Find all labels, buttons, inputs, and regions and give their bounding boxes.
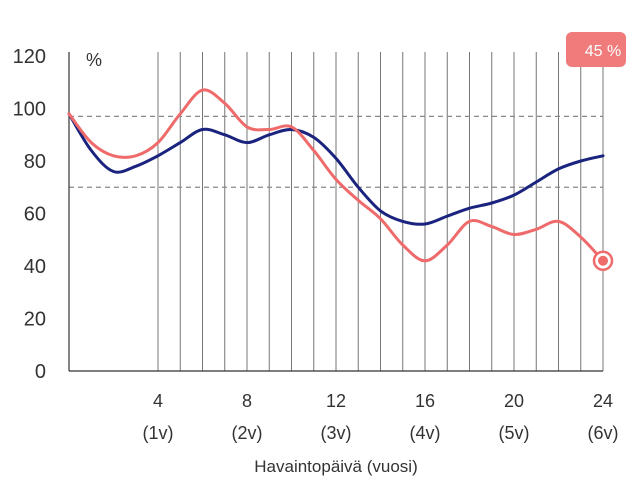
badge-label: 45 % xyxy=(585,43,621,60)
y-tick-label: 120 xyxy=(13,46,46,68)
y-tick-label: 100 xyxy=(13,99,46,121)
value-badge: 45 % xyxy=(566,32,626,67)
end-marker-dot xyxy=(598,255,608,266)
x-tick-label: 16 xyxy=(415,391,435,411)
axes xyxy=(68,52,603,372)
x-tick-sublabel: (5v) xyxy=(499,423,530,443)
reference-lines xyxy=(69,115,603,188)
end-markers xyxy=(592,250,614,271)
series-line-2 xyxy=(67,88,605,263)
x-tick-sublabel: (3v) xyxy=(321,423,352,443)
y-tick-label: 60 xyxy=(24,204,46,226)
x-tick-label: 12 xyxy=(326,391,346,411)
grid xyxy=(157,52,604,371)
x-tick-label: 8 xyxy=(242,391,252,411)
y-tick-label: 20 xyxy=(24,309,46,331)
series xyxy=(67,88,605,263)
y-axis-unit-label: % xyxy=(86,50,102,70)
y-tick-label: 40 xyxy=(24,256,46,278)
y-tick-label: 80 xyxy=(24,151,46,173)
x-tick-sublabel: (2v) xyxy=(232,423,263,443)
x-tick-label: 20 xyxy=(504,391,524,411)
x-tick-sublabel: (4v) xyxy=(410,423,441,443)
x-tick-sublabel: (1v) xyxy=(143,423,174,443)
x-axis-title: Havaintopäivä (vuosi) xyxy=(254,457,417,476)
x-tick-sublabel: (6v) xyxy=(588,423,619,443)
x-tick-label: 24 xyxy=(593,391,613,411)
series-line-1 xyxy=(67,112,605,226)
x-tick-label: 4 xyxy=(153,391,163,411)
badge-background xyxy=(566,32,626,67)
y-tick-label: 0 xyxy=(35,361,46,383)
labels: % Havaintopäivä (vuosi) 0 20 40 60 80 100 120 4… xyxy=(13,46,619,476)
